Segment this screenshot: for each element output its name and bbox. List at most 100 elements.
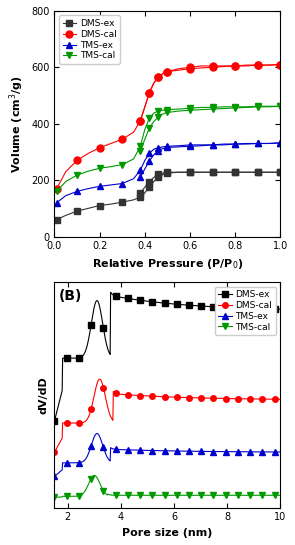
- TMS-ex: [152, 146, 156, 153]
- TMS-ex: [95, 430, 99, 437]
- TMS-ex: [176, 448, 179, 455]
- TMS-cal: [120, 161, 124, 168]
- Legend: DMS-ex, DMS-cal, TMS-ex, TMS-cal: DMS-ex, DMS-cal, TMS-ex, TMS-cal: [59, 15, 120, 64]
- TMS-cal: [233, 104, 237, 110]
- TMS-ex: [267, 140, 271, 147]
- DMS-ex: [64, 212, 68, 219]
- Text: (A): (A): [59, 17, 83, 32]
- DMS-ex: [279, 306, 282, 312]
- DMS-cal: [279, 396, 282, 403]
- DMS-ex: [160, 300, 164, 306]
- DMS-ex: [109, 289, 112, 295]
- Line: TMS-ex: TMS-ex: [52, 431, 283, 479]
- DMS-cal: [87, 150, 90, 156]
- DMS-cal: [267, 62, 271, 68]
- DMS-ex: [176, 301, 179, 307]
- Line: DMS-ex: DMS-ex: [52, 289, 283, 424]
- TMS-cal: [162, 492, 165, 499]
- TMS-ex: [222, 141, 226, 147]
- DMS-cal: [177, 65, 181, 72]
- TMS-cal: [132, 156, 135, 162]
- TMS-cal: [143, 126, 147, 132]
- DMS-cal: [75, 157, 79, 164]
- TMS-cal: [256, 103, 260, 110]
- DMS-ex: [152, 178, 156, 185]
- TMS-ex: [166, 143, 169, 149]
- TMS-cal: [148, 115, 151, 122]
- Line: DMS-cal: DMS-cal: [53, 61, 284, 192]
- DMS-cal: [55, 185, 58, 192]
- TMS-ex: [162, 447, 165, 454]
- TMS-cal: [55, 188, 58, 195]
- TMS-ex: [245, 140, 248, 147]
- TMS-ex: [233, 141, 237, 147]
- DMS-cal: [188, 64, 192, 71]
- DMS-ex: [162, 300, 165, 306]
- DMS-cal: [148, 89, 151, 96]
- TMS-ex: [279, 140, 282, 146]
- TMS-cal: [157, 108, 160, 114]
- DMS-cal: [157, 74, 160, 81]
- TMS-ex: [188, 448, 191, 455]
- TMS-ex: [109, 181, 113, 188]
- DMS-ex: [148, 184, 151, 190]
- TMS-ex: [148, 150, 151, 156]
- DMS-cal: [211, 63, 214, 69]
- Line: TMS-cal: TMS-cal: [52, 473, 283, 500]
- TMS-ex: [274, 449, 277, 455]
- DMS-ex: [222, 169, 226, 175]
- DMS-ex: [211, 169, 214, 175]
- DMS-cal: [245, 62, 248, 68]
- Line: TMS-cal: TMS-cal: [53, 103, 284, 195]
- TMS-ex: [75, 188, 79, 195]
- TMS-cal: [53, 494, 56, 501]
- DMS-cal: [120, 136, 124, 142]
- Line: TMS-ex: TMS-ex: [53, 140, 284, 206]
- Y-axis label: Volume (cm$^3$/g): Volume (cm$^3$/g): [7, 75, 26, 173]
- TMS-cal: [64, 178, 68, 185]
- DMS-cal: [152, 80, 156, 86]
- DMS-cal: [166, 68, 169, 75]
- DMS-ex: [55, 216, 58, 223]
- TMS-cal: [166, 106, 169, 113]
- TMS-ex: [132, 175, 135, 182]
- TMS-cal: [98, 165, 101, 172]
- TMS-ex: [200, 142, 203, 148]
- TMS-ex: [55, 199, 58, 206]
- TMS-ex: [256, 140, 260, 147]
- TMS-cal: [93, 472, 96, 479]
- DMS-ex: [274, 306, 277, 312]
- DMS-ex: [188, 302, 191, 308]
- TMS-cal: [87, 168, 90, 174]
- Y-axis label: dV/dD: dV/dD: [39, 376, 49, 414]
- DMS-ex: [256, 169, 260, 175]
- TMS-cal: [160, 492, 164, 499]
- DMS-cal: [176, 394, 179, 401]
- DMS-ex: [143, 190, 147, 196]
- DMS-ex: [238, 305, 242, 311]
- TMS-cal: [109, 164, 113, 170]
- TMS-ex: [98, 183, 101, 190]
- TMS-ex: [120, 180, 124, 187]
- DMS-cal: [233, 63, 237, 69]
- TMS-cal: [200, 104, 203, 111]
- DMS-cal: [109, 140, 113, 147]
- DMS-ex: [109, 201, 113, 207]
- TMS-ex: [64, 192, 68, 199]
- TMS-cal: [177, 106, 181, 112]
- DMS-cal: [188, 395, 191, 401]
- TMS-ex: [157, 144, 160, 151]
- DMS-ex: [200, 169, 203, 175]
- TMS-cal: [279, 492, 282, 499]
- TMS-cal: [75, 172, 79, 178]
- TMS-ex: [160, 447, 164, 454]
- TMS-cal: [188, 492, 191, 499]
- DMS-cal: [238, 396, 242, 402]
- TMS-ex: [238, 449, 242, 455]
- TMS-ex: [211, 142, 214, 148]
- DMS-ex: [166, 170, 169, 177]
- Line: DMS-cal: DMS-cal: [52, 377, 283, 455]
- DMS-cal: [274, 396, 277, 403]
- DMS-cal: [64, 168, 68, 175]
- TMS-cal: [267, 103, 271, 110]
